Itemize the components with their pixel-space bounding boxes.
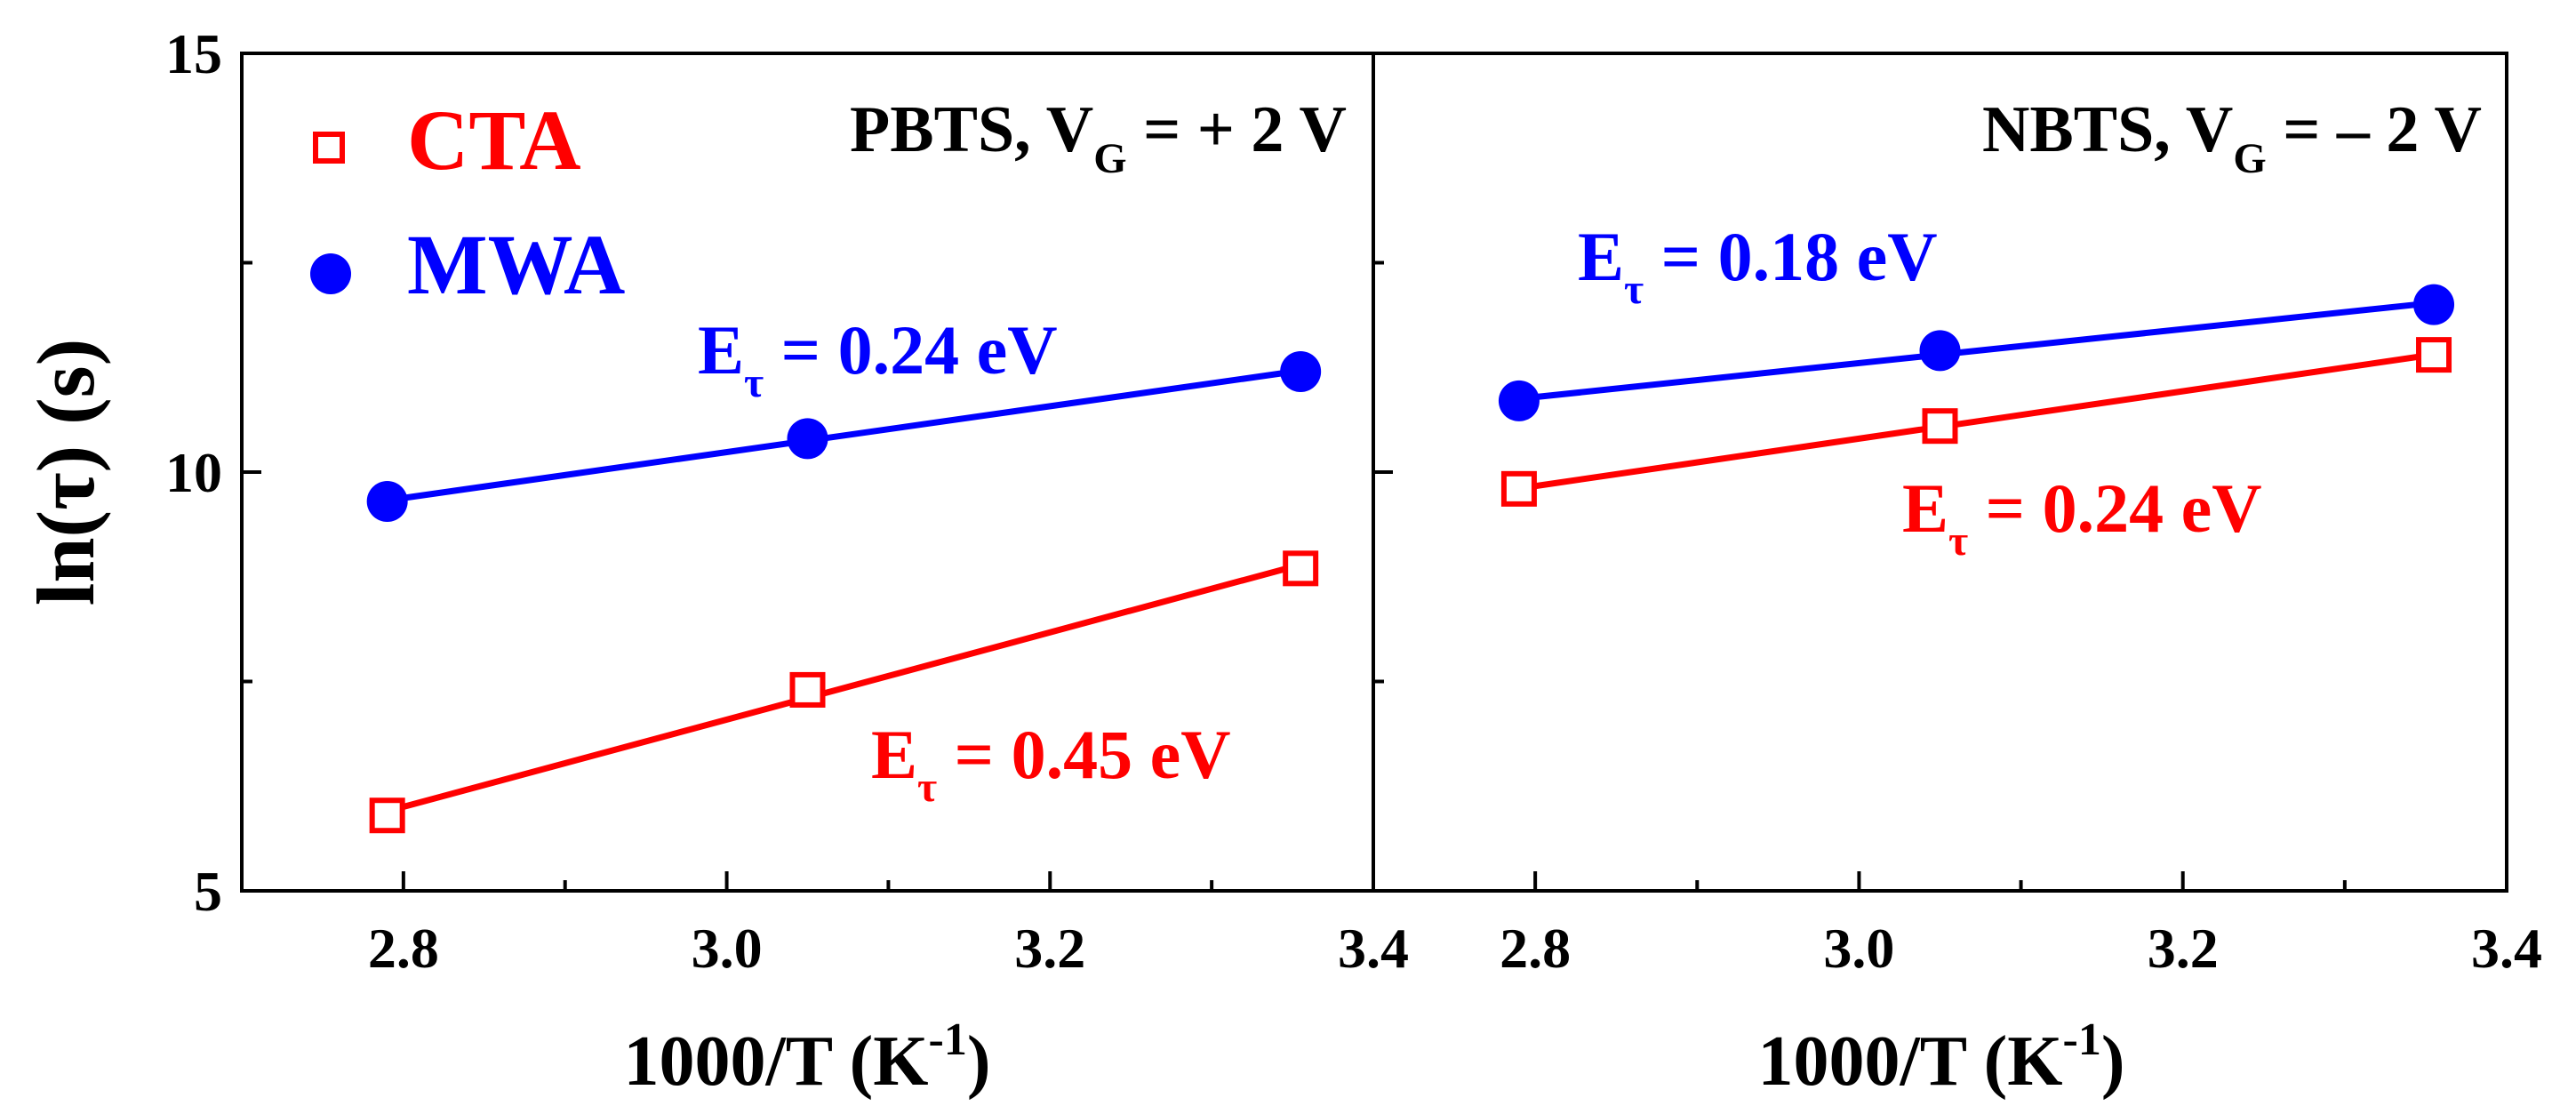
axes-layer: 2.8 3.0 3.2 3.4 5 10 15 2.8 3.0 3.2 3.4 bbox=[165, 22, 2542, 980]
point-p1-mwa-0 bbox=[1498, 380, 1540, 421]
y-axis-label: ln(τ) (s) bbox=[20, 339, 111, 605]
point-p1-cta-2 bbox=[2416, 337, 2452, 373]
x-axis-label-left: 1000/T (K-1) bbox=[624, 1014, 991, 1101]
markers-layer bbox=[366, 284, 2455, 834]
point-p1-mwa-1 bbox=[1919, 330, 1961, 372]
annotation-left-mwa: Eτ = 0.24 eV bbox=[698, 311, 1058, 406]
legend-label-mwa: MWA bbox=[407, 217, 625, 312]
point-p0-mwa-1 bbox=[787, 418, 828, 460]
fit-line-p0-cta bbox=[386, 561, 1302, 814]
panel-label-left: PBTS, VG = + 2 V bbox=[850, 93, 1347, 182]
y-tick-label: 10 bbox=[165, 441, 222, 504]
legend-marker-mwa bbox=[310, 253, 351, 294]
fit-lines-layer bbox=[386, 300, 2435, 814]
x-tick-label-p1: 3.0 bbox=[1823, 917, 1894, 980]
point-p1-mwa-2 bbox=[2413, 284, 2455, 325]
fit-line-p0-mwa bbox=[387, 367, 1301, 504]
panel-label-right: NBTS, VG = – 2 V bbox=[1982, 93, 2482, 182]
point-p0-cta-0 bbox=[369, 797, 405, 834]
fit-line-p1-cta bbox=[1518, 351, 2435, 492]
x-tick-label-p1: 2.8 bbox=[1500, 917, 1571, 980]
legend-marker-cta bbox=[313, 132, 345, 164]
x-tick-label-p0: 2.8 bbox=[368, 917, 439, 980]
x-tick-label-p1: 3.4 bbox=[2471, 917, 2542, 980]
y-tick-label: 15 bbox=[165, 22, 222, 85]
legend-label-cta: CTA bbox=[407, 92, 581, 188]
x-tick-label-p0: 3.2 bbox=[1014, 917, 1085, 980]
point-p0-mwa-2 bbox=[1280, 350, 1322, 392]
annotation-left-cta: Eτ = 0.45 eV bbox=[871, 716, 1231, 811]
point-p1-cta-1 bbox=[1922, 408, 1958, 445]
x-axis-label-right: 1000/T (K-1) bbox=[1758, 1014, 2125, 1101]
x-tick-label-p0: 3.4 bbox=[1338, 917, 1409, 980]
point-p0-cta-1 bbox=[789, 671, 826, 708]
y-tick-label: 5 bbox=[194, 860, 222, 923]
x-tick-label-p1: 3.2 bbox=[2148, 917, 2219, 980]
fit-line-p1-mwa bbox=[1518, 300, 2435, 403]
point-p1-cta-0 bbox=[1500, 470, 1537, 507]
point-p0-mwa-0 bbox=[366, 480, 408, 522]
x-tick-label-p0: 3.0 bbox=[692, 917, 763, 980]
annotation-right-mwa: Eτ = 0.18 eV bbox=[1578, 218, 1938, 313]
annotation-right-cta: Eτ = 0.24 eV bbox=[1902, 469, 2262, 565]
point-p0-cta-2 bbox=[1283, 550, 1319, 587]
